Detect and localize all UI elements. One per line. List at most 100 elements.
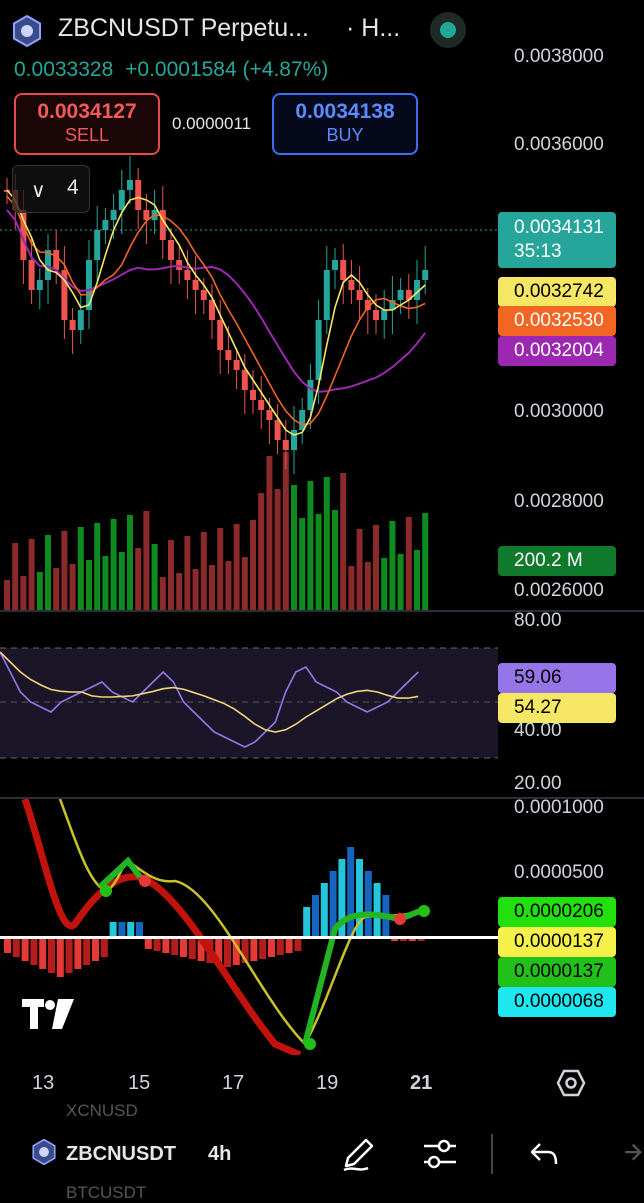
rsi-axis-label: 40.00 [514, 720, 562, 741]
buy-price: 0.0034138 [295, 100, 395, 123]
volume-bar [217, 528, 224, 610]
interval-button[interactable]: 4h [208, 1143, 232, 1165]
macd-zero-line [0, 936, 498, 939]
macd-histogram-bar [417, 937, 425, 941]
volume-bar [381, 558, 388, 610]
sell-price: 0.0034127 [37, 100, 137, 123]
volume-bar [102, 556, 109, 610]
volume-bar [53, 568, 60, 610]
volume-bar [36, 572, 43, 610]
volume-bar [332, 510, 338, 610]
volume-bar [323, 477, 330, 610]
volume-bar [12, 543, 19, 610]
macd-histogram-bar [364, 871, 372, 937]
time-axis-label: 15 [128, 1072, 151, 1094]
macd-histogram-bar [294, 937, 302, 951]
macd-cross-marker [139, 875, 151, 887]
ma-fast-line [6, 189, 426, 436]
symbol-list-item[interactable]: XCNUSD [66, 1101, 138, 1120]
macd-histogram-bar [329, 871, 337, 937]
volume-bar [356, 529, 363, 610]
volume-bar [315, 514, 322, 610]
time-axis-label: 21 [410, 1072, 433, 1094]
buy-button[interactable]: 0.0034138 BUY [272, 93, 418, 155]
price-axis-label: 0.0038000 [514, 46, 604, 67]
symbol-list-item[interactable]: BTCUSDT [66, 1183, 147, 1202]
symbol-title[interactable]: ZBCNUSDT Perpetu... [58, 14, 310, 42]
ma-mid-tag: 0.0032530 [498, 306, 616, 336]
indicators-sliders-icon[interactable] [420, 1136, 460, 1172]
macd-axis-label: 0.0001000 [514, 797, 604, 818]
volume-bar [45, 535, 51, 610]
macd-histogram-bar [30, 937, 38, 965]
macd-histogram-bar [144, 937, 152, 949]
volume-bar [266, 456, 273, 610]
candle [373, 310, 379, 320]
macd-histogram-bar [224, 937, 231, 967]
price-change-pct: (+4.87%) [242, 58, 329, 81]
volume-bar [307, 481, 314, 610]
drawing-pen-icon[interactable] [338, 1134, 378, 1174]
rsi-chart[interactable] [0, 612, 498, 798]
volume-bar [397, 554, 404, 610]
volume-bar [127, 515, 133, 610]
tradingview-logo-icon [22, 999, 74, 1029]
macd-histogram-bar [39, 937, 47, 969]
settings-hex-icon[interactable] [556, 1068, 586, 1098]
undo-icon[interactable] [528, 1138, 560, 1170]
candle [414, 280, 420, 300]
macd-histogram-bar [65, 937, 73, 973]
volume-bar [258, 493, 265, 610]
macd-tag: 0.0000137 [498, 927, 616, 957]
time-axis-label: 17 [222, 1072, 245, 1094]
rsi-ma-tag: 54.27 [498, 693, 616, 723]
macd-axis-label: 0.0000500 [514, 862, 604, 883]
volume-bar [250, 520, 256, 610]
price-axis-label: 0.0028000 [514, 491, 604, 512]
volume-bar [77, 527, 84, 610]
volume-bar [405, 517, 412, 610]
indicator-count: 4 [67, 176, 79, 199]
volume-bar [373, 525, 379, 610]
volume-bar [200, 532, 207, 610]
bottom-toolbar [0, 1120, 644, 1200]
macd-signal-line [21, 799, 302, 1055]
rsi-value-tag: 59.06 [498, 663, 616, 693]
rsi-axis-label: 20.00 [514, 773, 562, 794]
macd-histogram-bar [312, 895, 319, 937]
volume-bar [168, 540, 174, 610]
symbol-button[interactable]: ZBCNUSDT [66, 1143, 176, 1165]
volume-bar [94, 523, 101, 610]
volume-bar [274, 489, 281, 610]
price-chart[interactable] [0, 150, 498, 610]
macd-chart[interactable] [0, 799, 498, 1055]
sell-button[interactable]: 0.0034127 SELL [14, 93, 160, 155]
price-axis-label: 0.0026000 [514, 580, 604, 601]
market-status-icon[interactable] [430, 12, 466, 48]
current-price-tag: 0.0034131 35:13 [498, 212, 616, 268]
macd-histogram-bar [188, 937, 196, 959]
macd-histogram-bar [197, 937, 205, 961]
redo-icon[interactable] [614, 1138, 644, 1170]
macd-histogram-bar [127, 922, 135, 937]
candle [356, 290, 363, 300]
pane-divider[interactable] [0, 610, 644, 612]
macd-histogram-bar [153, 937, 161, 951]
pane-divider[interactable] [0, 797, 644, 799]
macd-histogram-bar [276, 937, 284, 955]
macd-histogram-bar [259, 937, 267, 959]
macd-histogram-bar [400, 937, 407, 941]
volume-bar [225, 561, 232, 610]
volume-bar [4, 580, 10, 610]
volume-bar [86, 560, 92, 610]
volume-bar [118, 552, 125, 610]
candle [291, 430, 297, 450]
indicators-collapse-button[interactable]: ∨ 4 [12, 165, 90, 213]
macd-histogram-bar [320, 883, 328, 937]
candle [266, 410, 273, 420]
volume-bar [159, 577, 166, 610]
volume-bar [184, 536, 191, 610]
candle [168, 240, 174, 260]
macd-histogram-bar [268, 937, 275, 957]
macd-histogram-bar [162, 937, 170, 953]
